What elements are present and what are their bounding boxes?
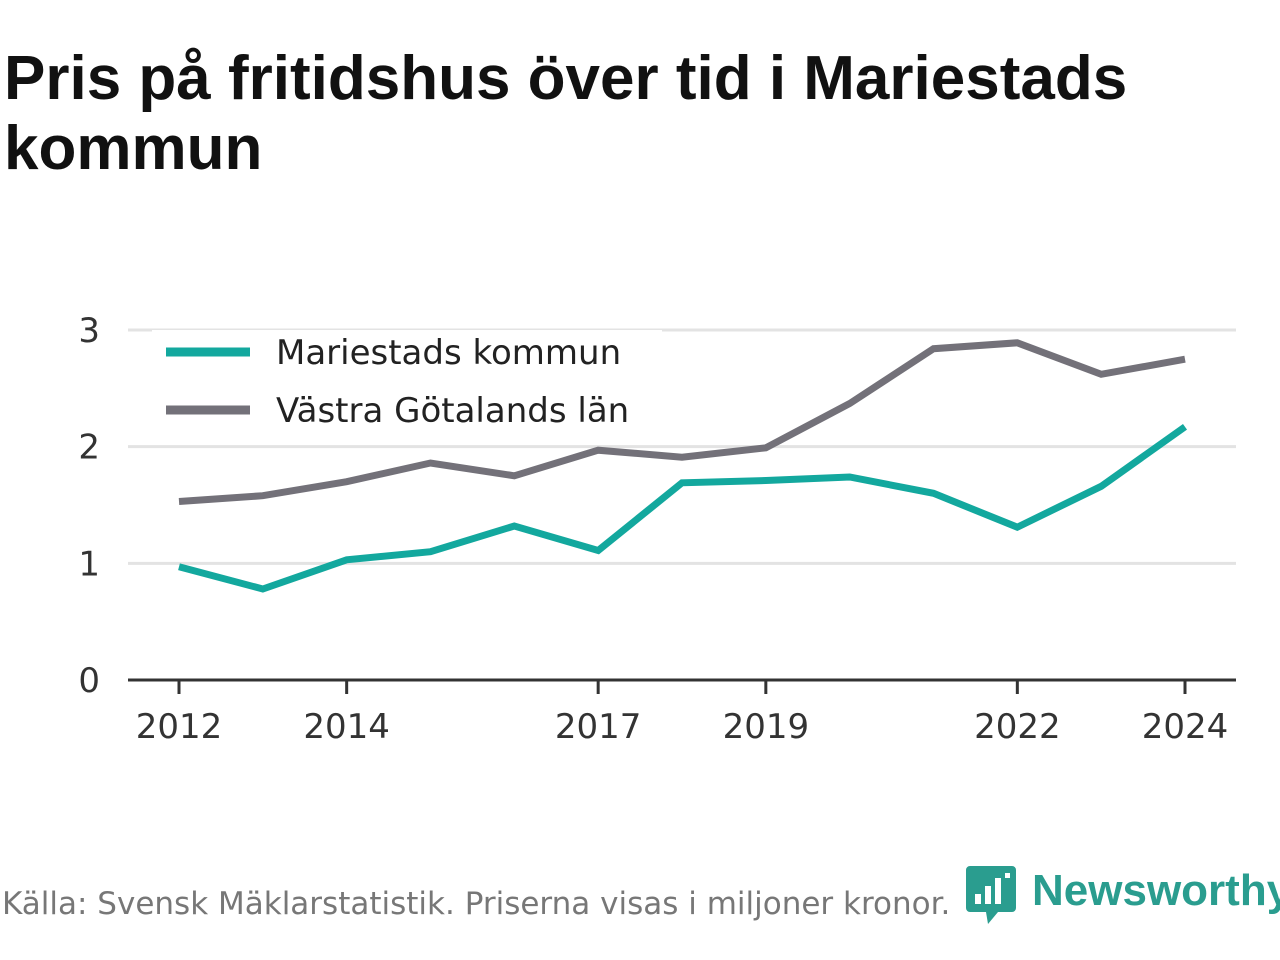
y-tick-label-3: 3	[78, 311, 100, 351]
series-lines	[178, 339, 1188, 593]
x-tick-label-2019: 2019	[723, 707, 810, 747]
legend: Mariestads kommun Västra Götalands län	[152, 330, 662, 440]
x-tick-label-2022: 2022	[974, 707, 1061, 747]
x-tick-label-2017: 2017	[555, 707, 642, 747]
line-chart: 0 1 2 3 2012 2014 2017 2019 2022 2024 Mariestads …	[78, 311, 1236, 747]
legend-label-mariestads-kommun: Mariestads kommun	[276, 333, 621, 373]
newsworthy-logo-icon	[966, 866, 1016, 924]
y-tick-label-0: 0	[78, 661, 100, 701]
axes: 0 1 2 3 2012 2014 2017 2019 2022 2024	[78, 311, 1236, 747]
x-tick-label-2014: 2014	[303, 707, 390, 747]
series-line-v-stra-g-talands-l-n	[178, 339, 1186, 505]
x-tick-label-2012: 2012	[136, 707, 223, 747]
chart-title: Pris på fritidshus över tid i Mariestads…	[4, 44, 1128, 183]
brand-name: Newsworthy	[1032, 866, 1280, 915]
y-tick-label-2: 2	[78, 428, 100, 468]
y-tick-label-1: 1	[78, 544, 100, 584]
x-tick-label-2024: 2024	[1142, 707, 1229, 747]
source-note: Källa: Svensk Mäklarstatistik. Priserna …	[2, 886, 951, 922]
series-line-mariestads-kommun	[178, 423, 1188, 593]
legend-label-v-stra-g-talands-l-n: Västra Götalands län	[276, 391, 629, 431]
